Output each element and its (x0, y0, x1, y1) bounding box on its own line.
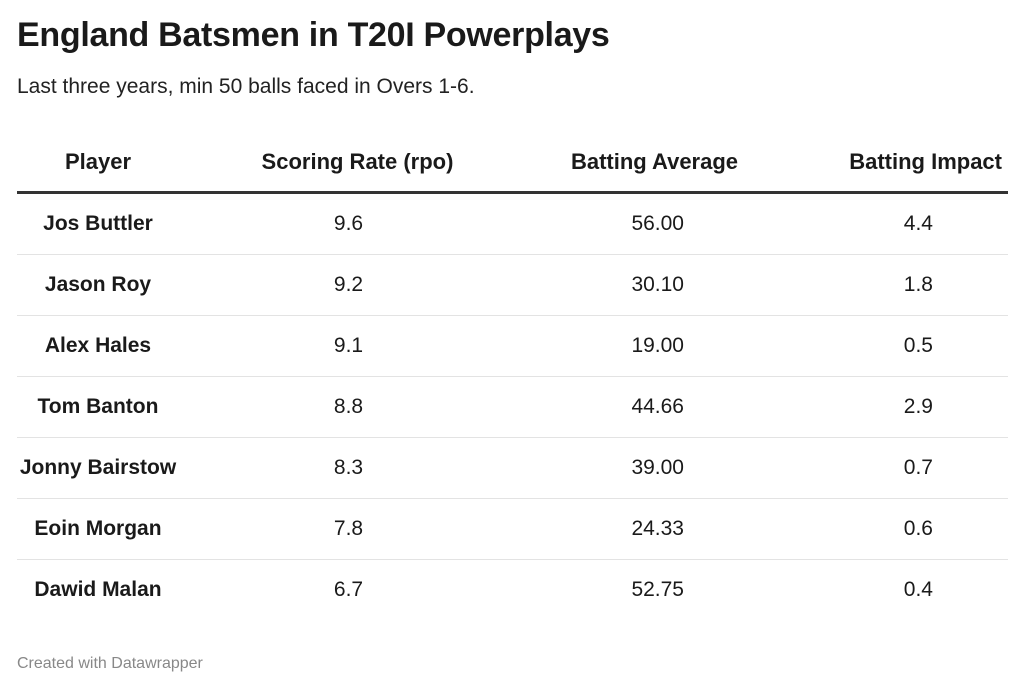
batting-average-cell: 19.00 (536, 315, 773, 377)
player-name-cell: Eoin Morgan (17, 498, 179, 560)
player-name-cell: Jos Buttler (17, 192, 179, 255)
batting-average-cell: 52.75 (631, 578, 684, 601)
scoring-rate-cell: 9.2 (179, 254, 536, 316)
table-row: Tom Banton 8.8 44.66 2.9 (17, 376, 1008, 438)
table-row: Eoin Morgan 7.8 24.33 0.6 (17, 498, 1008, 560)
player-name-cell: Tom Banton (17, 376, 179, 438)
scoring-rate-cell: 7.8 (179, 498, 536, 560)
data-table: Player Scoring Rate (rpo) Batting Averag… (17, 133, 1008, 620)
table-row: Alex Hales 9.1 19.00 0.5 (17, 315, 1008, 377)
column-header-batting-impact[interactable]: Batting Impact (773, 133, 1008, 194)
scoring-rate-cell: 9.6 (179, 192, 536, 255)
scoring-rate-cell: 8.8 (179, 376, 536, 438)
player-name-cell: Alex Hales (17, 315, 179, 377)
table-row: Jos Buttler 9.6 56.00 4.4 (17, 192, 1008, 255)
batting-average-cell: 44.66 (536, 376, 773, 438)
batting-impact-cell: 0.7 (773, 437, 1008, 499)
batting-average-cell: 56.00 (536, 192, 773, 255)
player-name-cell: Jason Roy (17, 254, 179, 316)
batting-impact-cell: 0.4 (903, 578, 933, 601)
player-name-cell: Dawid Malan (34, 578, 162, 601)
column-header-scoring-rate[interactable]: Scoring Rate (rpo) (179, 133, 536, 194)
column-header-batting-average[interactable]: Batting Average (536, 133, 773, 194)
column-header-player[interactable]: Player (17, 133, 179, 194)
batting-average-cell: 24.33 (536, 498, 773, 560)
batting-impact-cell: 0.5 (773, 315, 1008, 377)
scoring-rate-cell: 9.1 (179, 315, 536, 377)
table-row: Jonny Bairstow 8.3 39.00 0.7 (17, 437, 1008, 499)
chart-title: England Batsmen in T20I Powerplays (17, 16, 610, 54)
table-header: Player Scoring Rate (rpo) Batting Averag… (17, 133, 1008, 194)
table-body: Jos Buttler 9.6 56.00 4.4 Jason Roy 9.2 30.10 1… (17, 192, 1008, 621)
table-row: Jason Roy 9.2 30.10 1.8 (17, 254, 1008, 316)
footer-credit: Created with Datawrapper (17, 655, 203, 672)
scoring-rate-cell: 6.7 (333, 578, 364, 601)
batting-impact-cell: 0.6 (773, 498, 1008, 560)
header-row: Player Scoring Rate (rpo) Batting Averag… (17, 133, 1008, 194)
table-row: Dawid Malan 6.7 52.75 0.4 (17, 560, 1008, 621)
batting-impact-cell: 1.8 (773, 254, 1008, 316)
player-name-cell: Jonny Bairstow (17, 437, 179, 499)
batting-impact-cell: 2.9 (773, 376, 1008, 438)
batting-average-cell: 39.00 (536, 437, 773, 499)
chart-subtitle: Last three years, min 50 balls faced in … (17, 75, 475, 98)
batting-impact-cell: 4.4 (773, 192, 1008, 255)
scoring-rate-cell: 8.3 (179, 437, 536, 499)
batting-average-cell: 30.10 (536, 254, 773, 316)
